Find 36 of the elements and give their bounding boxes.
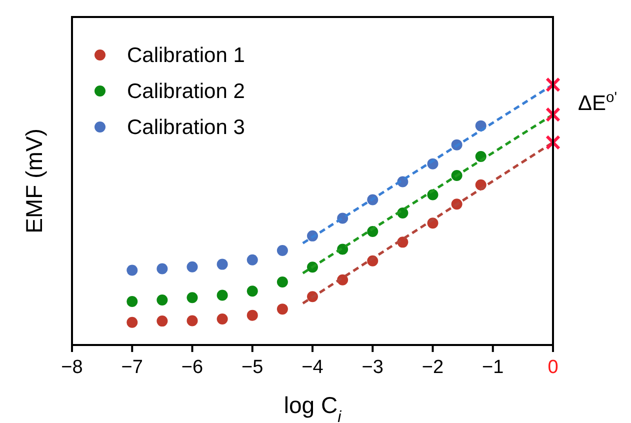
point	[186, 315, 198, 326]
point	[246, 286, 258, 297]
point	[186, 261, 198, 272]
point	[276, 276, 288, 288]
x-axis-title: log C$_{i}$	[284, 392, 342, 423]
point	[216, 313, 228, 324]
x-tick-label: −1	[482, 357, 504, 378]
point	[216, 258, 228, 270]
point	[546, 77, 560, 92]
x-tick-label: −7	[121, 357, 143, 378]
point	[546, 134, 560, 150]
point	[126, 264, 138, 276]
point	[276, 304, 288, 315]
x-tick-label: −6	[181, 357, 204, 378]
point	[546, 107, 560, 122]
point	[126, 316, 138, 328]
point	[246, 310, 258, 321]
legend-label: Calibration 3	[127, 116, 245, 139]
x-tick-label: 0	[548, 357, 558, 378]
x-tick-label: −3	[362, 357, 384, 378]
point	[276, 245, 288, 256]
point	[156, 263, 168, 274]
point	[246, 254, 258, 266]
point	[186, 292, 198, 304]
legend-label: Calibration 1	[127, 44, 245, 67]
x-tick-label: −5	[242, 357, 264, 378]
point	[126, 296, 138, 308]
point	[216, 290, 228, 301]
x-tick-label: −4	[302, 357, 324, 378]
x-tick-label: −2	[422, 357, 444, 378]
y-axis-title: EMF (mV)	[21, 128, 47, 234]
legend-label: Calibration 2	[127, 80, 245, 103]
point	[156, 316, 168, 327]
text: ΔE$^{o'}$	[578, 90, 618, 115]
point	[156, 294, 168, 306]
x-tick-label: −8	[61, 357, 83, 378]
